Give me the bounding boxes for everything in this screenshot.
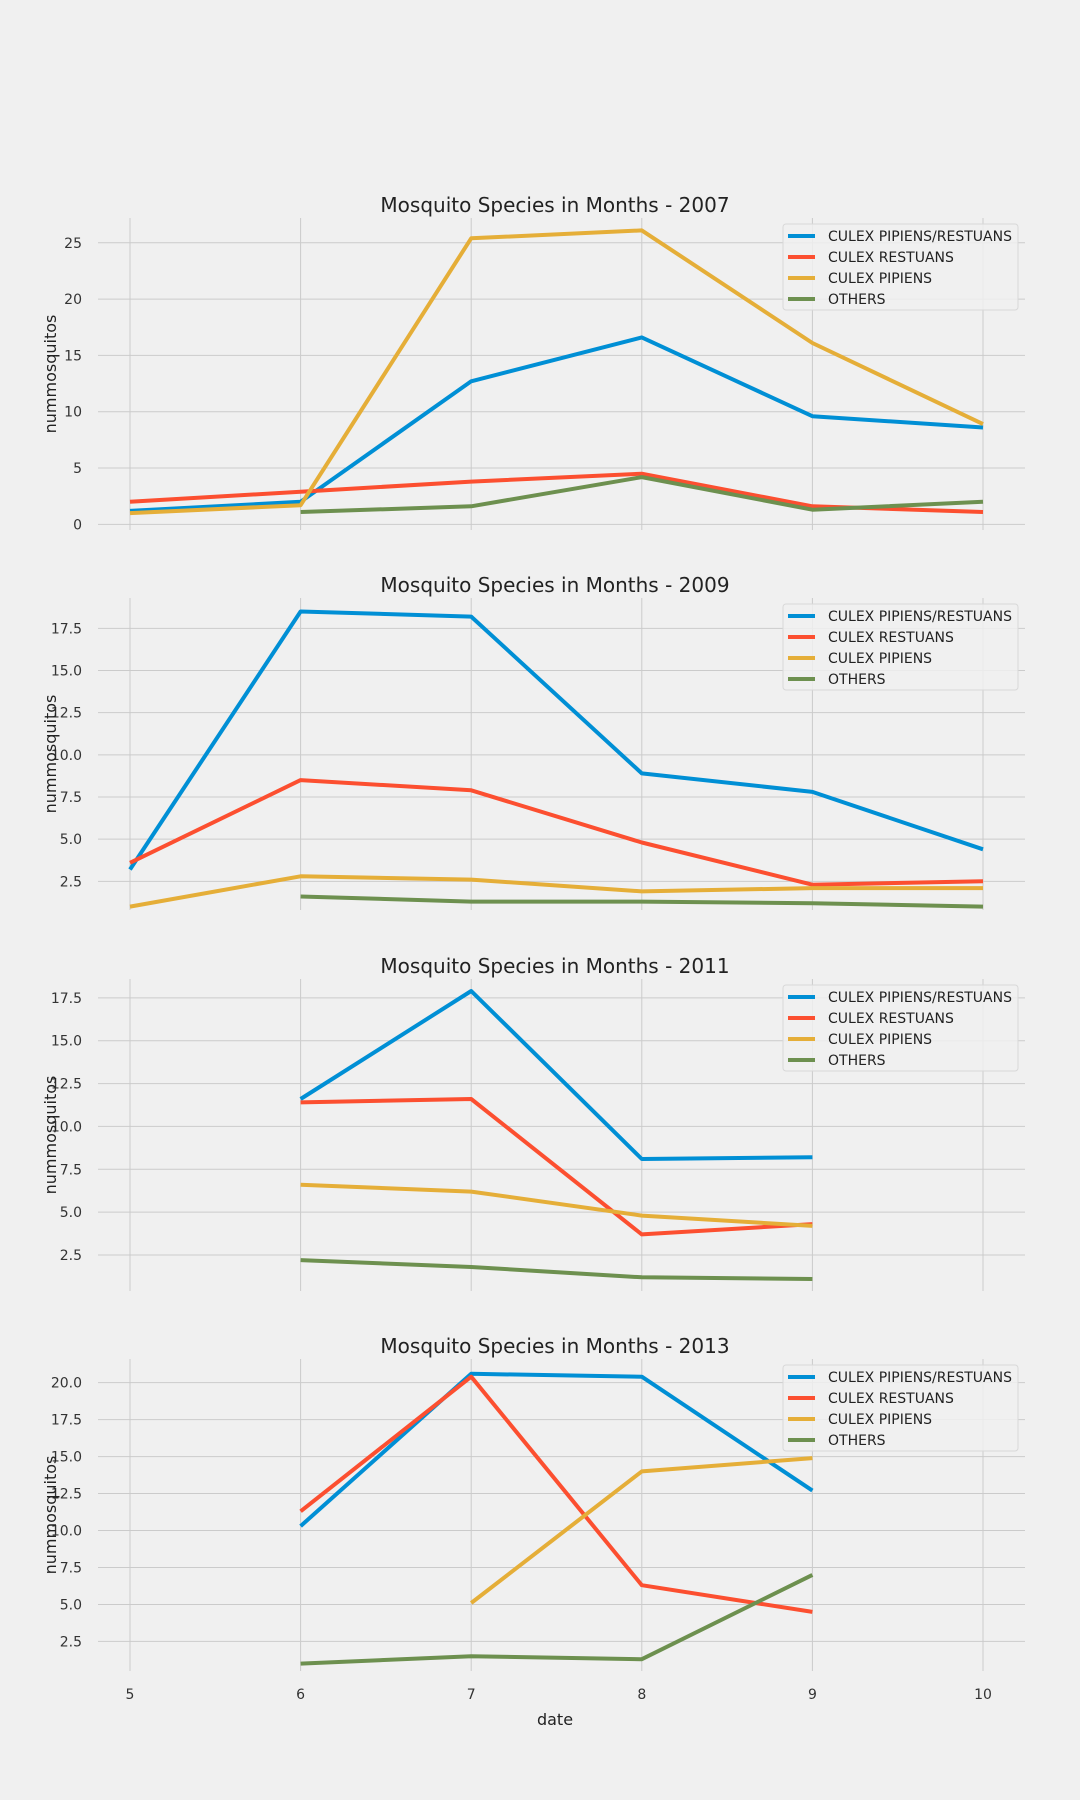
legend-entry: CULEX PIPIENS/RESTUANS (828, 609, 1012, 625)
series-line (129, 335, 984, 513)
x-tick-label: 10 (974, 1687, 992, 1703)
series-line (128, 609, 984, 871)
chart-title: Mosquito Species in Months - 2007 (380, 193, 729, 217)
series-line (299, 989, 813, 1161)
legend-entry: OTHERS (828, 1433, 886, 1449)
legend: CULEX PIPIENS/RESTUANS CULEX RESTUANS CULE… (782, 603, 1019, 691)
y-tick-label: 25 (64, 236, 82, 252)
legend-entry: OTHERS (828, 672, 886, 688)
legend-entry: CULEX RESTUANS (828, 1391, 954, 1407)
y-axis-label: nummosquitos (41, 315, 60, 434)
x-axis-label: date (537, 1710, 573, 1729)
y-tick-label: 20 (64, 292, 82, 308)
series-line (300, 1573, 814, 1666)
legend: CULEX PIPIENS/RESTUANS CULEX RESTUANS CULE… (782, 984, 1019, 1072)
y-tick-label: 10 (64, 405, 82, 421)
y-tick-label: 10.0 (51, 1524, 82, 1540)
y-tick-label: 12.5 (51, 1487, 82, 1503)
series-line (300, 475, 984, 514)
y-tick-label: 17.5 (51, 621, 82, 637)
y-tick-label: 15 (64, 348, 82, 364)
series-line (129, 228, 984, 516)
y-tick-label: 7.5 (60, 790, 82, 806)
legend-entry: CULEX PIPIENS/RESTUANS (828, 990, 1012, 1006)
chart-panel-1: 0 5 10 15 20 25 Mosquito Species in Months - 2… (41, 193, 1025, 533)
legend-box (782, 603, 1019, 691)
x-tick-label: 8 (637, 1687, 646, 1703)
series-line (300, 1097, 813, 1237)
y-tick-label: 10.0 (51, 748, 82, 764)
legend-entry: CULEX PIPIENS/RESTUANS (828, 1370, 1012, 1386)
legend-entry: OTHERS (828, 292, 886, 308)
legend-entry: CULEX RESTUANS (828, 1011, 954, 1027)
legend-entry: CULEX PIPIENS (828, 271, 932, 287)
y-tick-label: 0 (73, 517, 82, 533)
y-axis-label: nummosquitos (41, 695, 60, 814)
legend-entry: CULEX PIPIENS (828, 1032, 932, 1048)
y-tick-label: 7.5 (60, 1560, 82, 1576)
series-line (299, 1374, 813, 1614)
y-tick-label: 2.5 (60, 1634, 82, 1650)
y-tick-label: 5.0 (60, 832, 82, 848)
legend-entry: CULEX RESTUANS (828, 630, 954, 646)
y-tick-label: 15.0 (51, 664, 82, 680)
y-tick-label: 17.5 (51, 1413, 82, 1429)
legend-box (782, 1364, 1019, 1452)
series-line (300, 1258, 813, 1281)
legend-box (782, 984, 1019, 1072)
x-tick-label: 7 (467, 1687, 476, 1703)
legend-entry: CULEX PIPIENS (828, 651, 932, 667)
series-line (469, 1456, 813, 1605)
y-tick-label: 5 (73, 461, 82, 477)
series-line (129, 778, 984, 887)
chart-panel-4: 2.5 5.0 7.5 10.0 12.5 15.0 17.5 20.0 Mosquito Sp… (41, 1334, 1025, 1729)
y-tick-label: 12.5 (51, 1077, 82, 1093)
legend: CULEX PIPIENS/RESTUANS CULEX RESTUANS CULE… (782, 223, 1019, 311)
y-tick-label: 7.5 (60, 1162, 82, 1178)
legend-entry: CULEX RESTUANS (828, 250, 954, 266)
series-line (300, 1182, 813, 1228)
y-axis-label: nummosquitos (41, 1456, 60, 1575)
y-tick-label: 20.0 (51, 1376, 82, 1392)
y-tick-label: 5.0 (60, 1205, 82, 1221)
chart-title: Mosquito Species in Months - 2013 (380, 1334, 729, 1358)
legend: CULEX PIPIENS/RESTUANS CULEX RESTUANS CULE… (782, 1364, 1019, 1452)
chart-panel-3: 2.5 5.0 7.5 10.0 12.5 15.0 17.5 Mosquito Specie… (41, 954, 1025, 1291)
chart-title: Mosquito Species in Months - 2009 (380, 573, 729, 597)
x-tick-label: 6 (296, 1687, 305, 1703)
series-line (129, 874, 983, 909)
y-tick-label: 17.5 (51, 991, 82, 1007)
y-tick-label: 15.0 (51, 1034, 82, 1050)
x-tick-label: 9 (808, 1687, 817, 1703)
legend-box (782, 223, 1019, 311)
legend-entry: CULEX PIPIENS (828, 1412, 932, 1428)
y-tick-label: 2.5 (60, 874, 82, 890)
y-tick-label: 2.5 (60, 1248, 82, 1264)
y-axis-label: nummosquitos (41, 1076, 60, 1195)
chart-title: Mosquito Species in Months - 2011 (380, 954, 729, 978)
legend-entry: CULEX PIPIENS/RESTUANS (828, 229, 1012, 245)
legend-entry: OTHERS (828, 1053, 886, 1069)
y-tick-label: 15.0 (51, 1450, 82, 1466)
y-tick-label: 12.5 (51, 706, 82, 722)
series-line (300, 894, 984, 909)
x-tick-label: 5 (126, 1687, 135, 1703)
y-tick-label: 10.0 (51, 1119, 82, 1135)
chart-panel-2: 2.5 5.0 7.5 10.0 12.5 15.0 17.5 Mosquito Specie… (41, 573, 1025, 910)
series-line (299, 1371, 814, 1528)
y-tick-label: 5.0 (60, 1597, 82, 1613)
